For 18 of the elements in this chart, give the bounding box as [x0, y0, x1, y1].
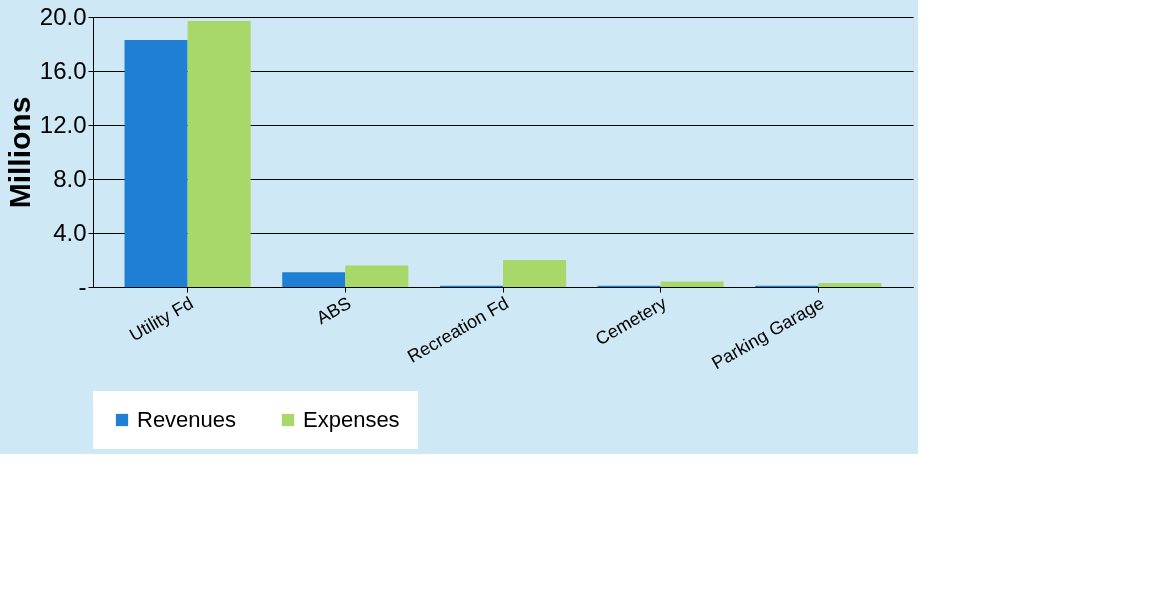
y-tick-label: 16.0: [39, 56, 87, 84]
y-tick-label: 4.0: [53, 218, 87, 246]
y-tick-label: 12.0: [39, 110, 87, 138]
bar: [187, 21, 251, 287]
bar: [282, 272, 346, 287]
legend-label: Expenses: [303, 407, 400, 432]
bar: [124, 39, 188, 287]
legend-label: Revenues: [137, 407, 237, 432]
x-tick-label: Utility Fd: [125, 292, 197, 346]
bar: [660, 281, 724, 287]
bar: [818, 282, 882, 287]
x-tick-label: ABS: [313, 292, 355, 329]
bar: [503, 260, 567, 287]
y-tick-label: 8.0: [53, 164, 87, 192]
y-tick-label: -: [78, 272, 87, 300]
y-tick-label: 20.0: [39, 2, 87, 30]
bar: [345, 265, 409, 287]
y-axis-title: Millions: [2, 96, 36, 209]
